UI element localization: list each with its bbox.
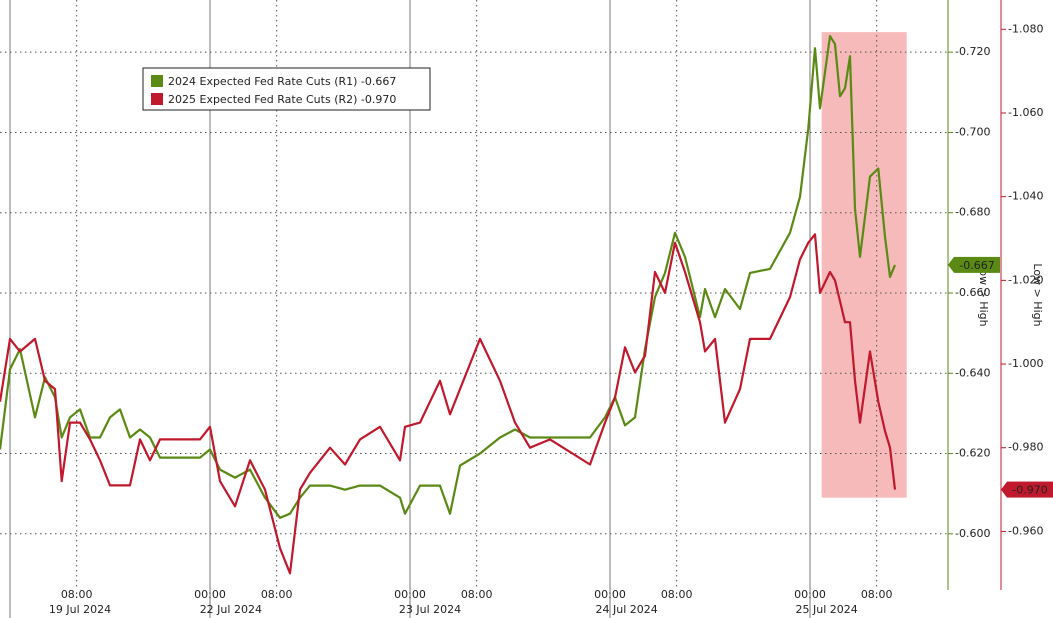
x-tick-label: 08:00 (661, 588, 693, 601)
legend-label: 2025 Expected Fed Rate Cuts (R2) -0.970 (168, 93, 396, 106)
x-date-label: 22 Jul 2024 (200, 603, 262, 616)
last-value-label: -0.667 (959, 259, 994, 272)
x-tick-label: 00:00 (394, 588, 426, 601)
series-line (0, 233, 897, 575)
x-tick-label: 08:00 (61, 588, 93, 601)
x-tick-label: 08:00 (261, 588, 293, 601)
legend-label: 2024 Expected Fed Rate Cuts (R1) -0.667 (168, 75, 396, 88)
x-tick-label: 08:00 (861, 588, 893, 601)
y2-tick-label: -0.960 (1008, 524, 1043, 537)
series-line (0, 35, 897, 519)
y-tick-label: -0.660 (955, 286, 990, 299)
legend-swatch (151, 75, 163, 87)
y-tick-label: -0.720 (955, 45, 990, 58)
x-tick-label: 08:00 (461, 588, 493, 601)
last-value-pointer (948, 256, 954, 273)
y-tick-label: -0.680 (955, 206, 990, 219)
highlight-region (821, 32, 907, 498)
y2-axis-title: Low > High (1031, 263, 1044, 326)
x-tick-label: 00:00 (194, 588, 226, 601)
last-value-pointer (1001, 481, 1007, 498)
y-axis-title: Low > High (977, 263, 990, 326)
y2-tick-label: -1.040 (1008, 190, 1043, 203)
y2-tick-label: -1.000 (1008, 357, 1043, 370)
y-tick-label: -0.620 (955, 447, 990, 460)
legend: 2024 Expected Fed Rate Cuts (R1) -0.667 2… (142, 67, 431, 111)
x-tick-label: 00:00 (594, 588, 626, 601)
y2-tick-label: -0.980 (1008, 441, 1043, 454)
last-value-label: -0.970 (1012, 484, 1047, 497)
legend-swatch (151, 93, 163, 105)
legend-box (142, 67, 431, 111)
x-date-label: 24 Jul 2024 (596, 603, 658, 616)
last-value-box (1007, 481, 1053, 498)
y2-tick-label: -1.060 (1008, 106, 1043, 119)
x-date-label: 25 Jul 2024 (796, 603, 858, 616)
y-tick-label: -0.640 (955, 366, 990, 379)
y-tick-label: -0.600 (955, 527, 990, 540)
y-tick-label: -0.700 (955, 125, 990, 138)
y2-tick-label: -1.080 (1008, 22, 1043, 35)
y2-tick-label: -1.020 (1008, 273, 1043, 286)
x-date-label: 23 Jul 2024 (399, 603, 461, 616)
x-tick-label: 00:00 (794, 588, 826, 601)
x-date-label: 19 Jul 2024 (49, 603, 111, 616)
last-value-box (954, 256, 1000, 273)
